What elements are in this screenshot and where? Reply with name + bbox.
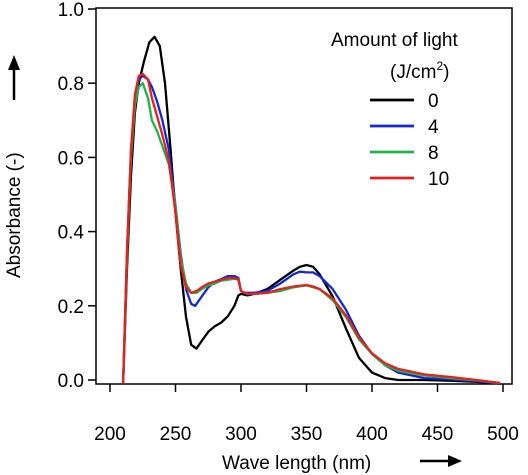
- y-tick-label: 0.2: [58, 297, 84, 318]
- legend-entries: 0 4 8 10: [370, 91, 449, 190]
- x-tick-label: 450: [422, 424, 454, 445]
- legend-label-10: 10: [428, 169, 449, 190]
- y-axis-title: Absorbance (-): [4, 152, 25, 278]
- series-line-0: [121, 35, 501, 385]
- x-tick-label: 300: [225, 424, 257, 445]
- x-axis-title: Wave length (nm): [222, 453, 371, 474]
- y-axis-ticks: 0.0 0.2 0.4 0.6 0.8 1.0: [58, 0, 96, 392]
- x-axis-ticks: 200 250 300 350 400 450 500: [94, 384, 519, 445]
- y-axis-arrow-icon: [8, 55, 20, 100]
- x-tick-label: 250: [160, 424, 192, 445]
- legend-label-4: 4: [428, 117, 439, 138]
- legend-label-8: 8: [428, 143, 439, 164]
- y-tick-label: 0.4: [58, 223, 85, 244]
- x-tick-label: 500: [487, 424, 519, 445]
- x-tick-label: 200: [94, 424, 126, 445]
- series-layer: [121, 35, 501, 385]
- y-tick-label: 0.8: [58, 74, 84, 95]
- legend-label-0: 0: [428, 91, 439, 112]
- x-tick-label: 400: [356, 424, 388, 445]
- plot-area-border: [95, 7, 513, 385]
- series-line-8: [121, 82, 501, 385]
- y-tick-label: 0.0: [58, 371, 84, 392]
- series-line-4: [121, 74, 501, 385]
- y-tick-label: 0.6: [58, 148, 84, 169]
- legend-unit: (J/cm2): [390, 59, 449, 83]
- plot-frame: [95, 7, 513, 385]
- x-tick-label: 350: [291, 424, 323, 445]
- legend: Amount of light (J/cm2) 0 4 8 10: [331, 30, 458, 190]
- y-tick-label: 1.0: [58, 0, 84, 21]
- series-line-10: [121, 72, 501, 385]
- x-axis-arrow-icon: [420, 455, 462, 467]
- legend-title: Amount of light: [331, 30, 458, 51]
